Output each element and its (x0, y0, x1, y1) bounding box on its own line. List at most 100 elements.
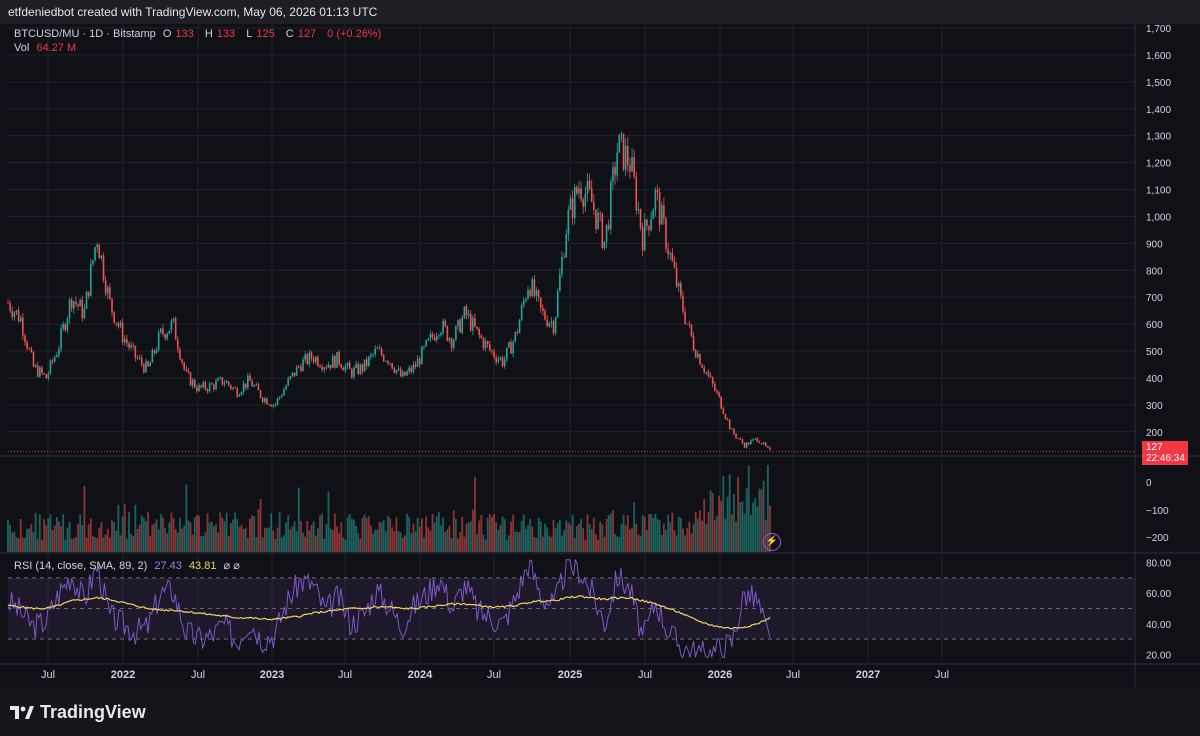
candle-body (539, 297, 542, 309)
volume-bar (756, 506, 759, 552)
candle-body (499, 357, 502, 360)
candle-body (7, 302, 9, 304)
volume-bar (49, 514, 52, 552)
volume-bar (580, 518, 582, 552)
volume-bar (741, 501, 744, 552)
candle-body (707, 372, 710, 376)
volume-bar (312, 521, 315, 552)
volume-bar (272, 530, 275, 552)
candle-body (705, 372, 708, 373)
candle-body (170, 320, 173, 331)
rsi-visibility-icons[interactable]: ⌀ ⌀ (223, 560, 240, 572)
volume-bar (650, 513, 653, 552)
candle-body (535, 290, 538, 297)
candle-body (533, 279, 536, 297)
candle-body (767, 445, 769, 448)
volume-bar (442, 517, 445, 552)
volume-bar (372, 533, 374, 552)
candle-body (51, 360, 54, 362)
candle-body (378, 348, 381, 350)
candle-body (438, 335, 440, 337)
candle-body (741, 439, 744, 444)
volume-bar (38, 514, 41, 552)
candle-body (760, 443, 763, 445)
candle-body (363, 359, 366, 372)
volume-bar (249, 518, 251, 552)
volume-bar (189, 522, 192, 552)
volume-bar (348, 514, 351, 552)
candle-body (692, 336, 695, 351)
brand-name: TradingView (40, 702, 146, 722)
candle-body (469, 313, 472, 331)
symbol-label[interactable]: BTCUSD/MU · 1D · Bitstamp (14, 28, 156, 40)
vol-label[interactable]: Vol (14, 42, 30, 54)
candle-body (752, 439, 754, 441)
volume-bar (51, 530, 54, 552)
candle-body (143, 364, 145, 373)
volume-bar (302, 532, 304, 552)
volume-bar (527, 525, 529, 552)
volume-bar (355, 526, 358, 552)
volume-bar (699, 510, 701, 552)
candle-body (136, 357, 139, 359)
candle-body (264, 398, 266, 402)
volume-bar (733, 494, 735, 552)
volume-bar (508, 535, 510, 552)
candle-body (573, 187, 576, 219)
volume-bar (735, 521, 737, 552)
volume-bar (111, 520, 113, 552)
volume-bar (437, 512, 440, 552)
candle-body (174, 318, 177, 340)
candle-body (694, 350, 697, 358)
volume-bar (747, 465, 750, 552)
candle-body (444, 320, 447, 327)
volume-bar (544, 523, 546, 552)
candle-body (457, 319, 459, 327)
volume-bar (501, 516, 504, 552)
rsi-sma-value: 43.81 (188, 560, 217, 572)
volume-tick-label: −200 (1146, 533, 1169, 544)
volume-bar (323, 538, 326, 552)
volume-bar (314, 535, 317, 552)
volume-bar (138, 524, 141, 552)
volume-bar (261, 537, 264, 552)
candle-body (206, 389, 209, 392)
candle-body (433, 336, 436, 341)
volume-bar (713, 520, 716, 552)
volume-bar (488, 514, 491, 552)
candle-body (385, 361, 387, 362)
price-tick-label: 600 (1146, 320, 1163, 331)
candle-body (387, 361, 389, 364)
candle-body (762, 442, 765, 445)
candle-body (196, 387, 198, 392)
candle-body (756, 438, 759, 442)
candle-body (132, 345, 135, 346)
candle-body (673, 261, 676, 268)
tradingview-logo[interactable]: TradingView (10, 702, 146, 723)
volume-bar (684, 535, 686, 552)
candle-body (603, 241, 606, 249)
volume-bar (459, 532, 462, 552)
candle-body (325, 367, 328, 369)
volume-bar (541, 536, 544, 552)
lightning-icon[interactable]: ⚡ (763, 533, 781, 551)
candle-body (287, 378, 289, 386)
volume-bar (79, 514, 82, 552)
candle-body (537, 290, 540, 298)
candle-body (646, 219, 648, 226)
volume-bar (89, 518, 92, 552)
volume-bar (639, 535, 642, 552)
chart-canvas[interactable]: Jul 2022 Jul 2023 Jul 2024 Jul 2025 Jul 2026 Jul 20… (0, 0, 1200, 688)
candle-body (30, 348, 33, 353)
candle-body (58, 348, 60, 355)
candle-body (667, 249, 669, 255)
candle-body (684, 311, 686, 324)
candle-body (234, 387, 236, 389)
candle-body (484, 341, 487, 349)
candle-body (391, 363, 393, 369)
volume-bar (718, 495, 720, 552)
volume-bar (62, 514, 65, 552)
rsi-label[interactable]: RSI (14, close, SMA, 89, 2) (14, 560, 148, 572)
volume-bar (446, 529, 449, 552)
candle-body (593, 201, 595, 210)
